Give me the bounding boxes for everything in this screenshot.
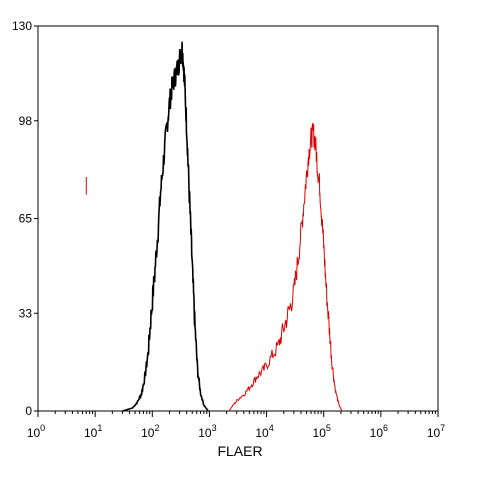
y-tick-label: 65 [19,212,33,226]
x-tick-base: 10 [141,426,155,440]
y-tick-label: 130 [12,19,32,33]
x-axis-title: FLAER [217,443,262,459]
x-tick-exponent: 0 [40,423,45,433]
x-tick-exponent: 6 [383,423,388,433]
x-tick-base: 10 [313,426,327,440]
x-tick-exponent: 4 [269,423,274,433]
x-tick-base: 10 [427,426,441,440]
y-tick-label: 98 [19,114,33,128]
x-tick-label: 103 [198,423,216,440]
x-tick-label: 104 [255,423,273,440]
x-tick-exponent: 7 [440,423,445,433]
series-line-1 [122,41,209,412]
y-tick-label: 0 [25,404,32,418]
y-axis-ticks: 0 33 65 98 130 [12,19,38,418]
x-tick-label: 106 [370,423,388,440]
x-tick-exponent: 2 [154,423,159,433]
x-tick-base: 10 [84,426,98,440]
x-tick-label: 102 [141,423,159,440]
x-tick-label: 107 [427,423,445,440]
x-tick-base: 10 [255,426,269,440]
series-layer [85,41,343,412]
x-tick-label: 101 [84,423,102,440]
y-tick-label: 33 [19,306,33,320]
x-tick-exponent: 3 [212,423,217,433]
series-line-2 [228,123,343,412]
x-tick-label: 105 [313,423,331,440]
x-tick-base: 10 [370,426,384,440]
x-tick-exponent: 5 [326,423,331,433]
x-tick-exponent: 1 [97,423,102,433]
x-tick-base: 10 [27,426,41,440]
x-tick-label: 100 [27,423,45,440]
x-tick-base: 10 [198,426,212,440]
x-axis-ticks: 100 101 102 103 104 105 106 107 [27,411,445,440]
plot-frame [37,25,439,412]
